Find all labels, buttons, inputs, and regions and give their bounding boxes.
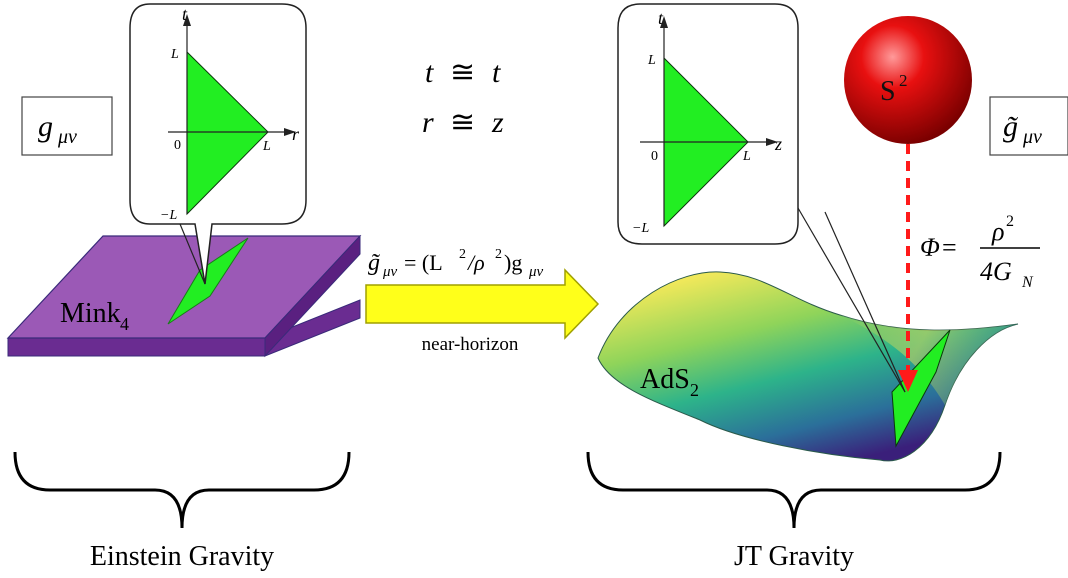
right-inset-L-bottom: −L	[632, 221, 649, 236]
left-inset-L-top: L	[170, 47, 179, 62]
transform-exp2: 2	[495, 247, 502, 262]
dilaton-formula: Φ = ρ 2 4G N	[920, 213, 1040, 291]
transform-slash: /ρ	[466, 250, 485, 275]
dilaton-den-sub: N	[1021, 274, 1034, 291]
ads2-surface: AdS 2	[597, 271, 1019, 462]
sphere-s2: S 2	[844, 16, 972, 144]
dilaton-den: 4G	[980, 257, 1012, 286]
equivalences: t ≅ t r ≅ z	[422, 56, 504, 139]
left-metric-box: g μν	[21, 96, 113, 156]
left-causal-diamond	[167, 237, 249, 325]
dilaton-num: ρ	[991, 217, 1004, 246]
eq1-lhs: t	[425, 56, 434, 89]
dilaton-eq: =	[942, 233, 957, 262]
surface-label-sub: 2	[690, 380, 699, 400]
plane-label-sub: 4	[120, 314, 129, 334]
left-caption: Einstein Gravity	[90, 541, 274, 572]
surface-label: AdS	[640, 364, 690, 395]
minkowski-plane: Mink 4	[6, 234, 362, 358]
dilaton-num-exp: 2	[1006, 213, 1014, 230]
near-horizon-arrow	[365, 268, 600, 340]
left-inset-t-label: t	[182, 4, 188, 24]
eq1-rhs: t	[492, 56, 501, 89]
transform-close: )g	[504, 250, 522, 275]
left-metric-sub: μν	[57, 126, 77, 148]
eq1-op: ≅	[450, 56, 475, 89]
transform-rhs-sub: μν	[528, 264, 544, 280]
right-metric-label: g̃	[1003, 110, 1018, 143]
right-inset-L-top: L	[647, 53, 656, 68]
eq2-op: ≅	[450, 106, 475, 139]
transform-lhs-sub: μν	[382, 264, 398, 280]
transform-equation: g̃ μν = (L 2 /ρ 2 )g μν	[368, 247, 544, 280]
sphere-label: S	[880, 76, 896, 107]
right-inset: t z L 0 L −L	[617, 3, 906, 393]
transform-exp1: 2	[459, 247, 466, 262]
transform-mid: = (L	[404, 250, 443, 275]
left-inset-r-label: r	[292, 124, 300, 144]
right-metric-box: g̃ μν	[989, 96, 1068, 156]
right-inset-L-right: L	[742, 149, 751, 164]
dilaton-lhs: Φ	[920, 233, 940, 262]
right-brace	[586, 451, 1002, 529]
right-inset-t-label: t	[658, 8, 664, 28]
left-metric-label: g	[38, 110, 53, 143]
left-inset: t r L 0 L −L	[129, 3, 307, 285]
sphere-label-exp: 2	[899, 71, 908, 90]
transform-lhs: g̃	[368, 250, 380, 276]
right-causal-diamond	[891, 329, 951, 448]
right-caption: JT Gravity	[734, 541, 854, 572]
left-brace	[13, 451, 351, 529]
eq2-rhs: z	[491, 106, 504, 139]
eq2-lhs: r	[422, 106, 434, 139]
dilaton-arrow	[898, 144, 918, 392]
arrow-label: near-horizon	[422, 334, 519, 355]
left-inset-L-right: L	[262, 139, 271, 154]
right-inset-zero: 0	[651, 149, 658, 164]
right-metric-sub: μν	[1022, 126, 1042, 148]
plane-label: Mink	[60, 298, 121, 329]
left-inset-L-bottom: −L	[160, 208, 177, 223]
left-inset-zero: 0	[174, 138, 181, 153]
right-inset-z-label: z	[774, 134, 782, 154]
